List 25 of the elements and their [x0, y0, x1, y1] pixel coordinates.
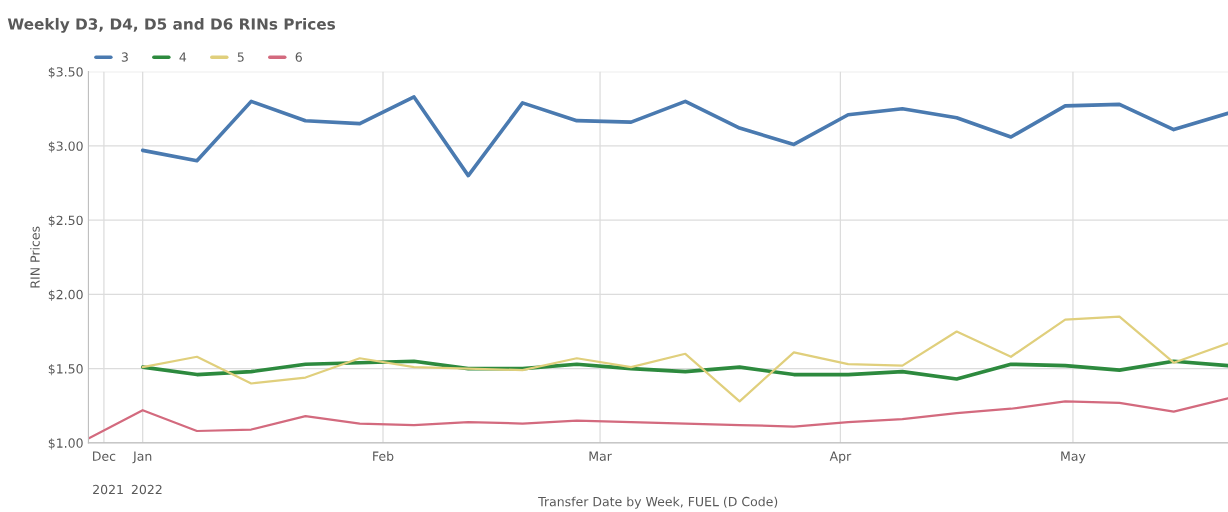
legend-label: 4: [179, 52, 187, 62]
x-tick-label: Feb: [373, 451, 394, 461]
line-series: [141, 315, 1228, 403]
y-tick-label: $3.00: [48, 141, 83, 153]
line-series: [140, 95, 1228, 178]
y-tick-label: $3.50: [48, 66, 83, 79]
x-tick-label: May: [1061, 451, 1086, 464]
line-series: [88, 397, 1228, 440]
text: 2021: [93, 484, 123, 495]
y-axis-title: RIN Prices: [30, 226, 40, 288]
y-tick-label: $2.50: [48, 215, 83, 227]
x-tick-label: Apr: [829, 451, 852, 464]
x-axis-title: Transfer Date by Week, FUEL (D Code): [538, 496, 778, 509]
y-tick-label: $1.50: [48, 363, 83, 376]
text: 2022: [131, 484, 162, 495]
chart-title: Weekly D3, D4, D5 and D6 RINs Prices: [7, 17, 336, 33]
y-tick-label: $2.00: [48, 289, 83, 301]
legend-label: 5: [237, 52, 244, 62]
x-tick-label: Dec: [93, 451, 116, 461]
x-tick-label: Mar: [589, 451, 612, 461]
y-tick-label: $1.00: [48, 438, 83, 450]
line-series: [140, 359, 1228, 381]
legend-label: 3: [121, 52, 128, 62]
legend-label: 6: [295, 52, 302, 62]
x-tick-label: Jan: [132, 451, 152, 464]
